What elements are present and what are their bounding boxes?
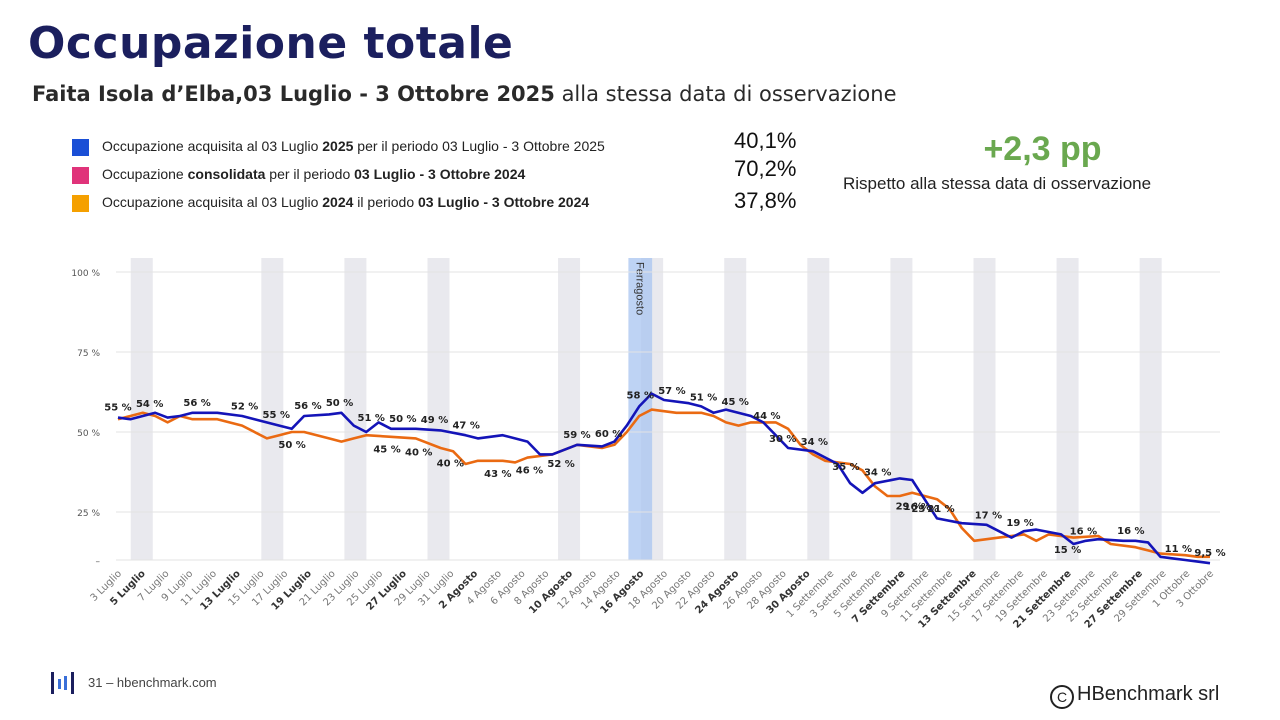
- hbenchmark-logo-icon: [51, 672, 74, 694]
- data-label: 47 %: [452, 420, 479, 431]
- data-label: 50 %: [278, 440, 305, 451]
- data-label: 19 %: [1006, 518, 1033, 529]
- data-label: 52 %: [231, 402, 258, 413]
- weekend-band: [427, 258, 450, 560]
- data-label: 56 %: [183, 398, 210, 409]
- ferragosto-band: [628, 258, 653, 560]
- data-label: 52 %: [547, 459, 574, 470]
- data-label: 50 %: [389, 414, 416, 425]
- data-label: 45 %: [373, 445, 400, 456]
- data-label: 57 %: [658, 386, 685, 397]
- data-label: 49 %: [421, 415, 448, 426]
- data-label: 16 %: [1117, 526, 1144, 537]
- data-label: 56 %: [294, 401, 321, 412]
- legend-swatch: [72, 139, 89, 156]
- legend-label: Occupazione acquisita al 03 Luglio 2025 …: [102, 138, 605, 154]
- data-label: 59 %: [563, 430, 590, 441]
- data-label: 15 %: [1054, 545, 1081, 556]
- footer-page-text: 31 – hbenchmark.com: [88, 675, 217, 690]
- y-tick-label: 50 %: [77, 429, 100, 439]
- copyright-text: HBenchmark srl: [1077, 683, 1220, 705]
- weekend-band: [973, 258, 996, 560]
- data-label: 51 %: [690, 393, 717, 404]
- legend-value: 70,2%: [734, 156, 797, 181]
- copyright: C HBenchmark srl: [1050, 683, 1219, 709]
- data-label: 54 %: [136, 399, 163, 410]
- y-tick-label: 25 %: [77, 509, 100, 519]
- y-tick-label: 100 %: [71, 269, 100, 279]
- data-label: 55 %: [263, 410, 290, 421]
- data-label: 51 %: [358, 413, 385, 424]
- weekend-band: [558, 258, 581, 560]
- data-label: 34 %: [801, 437, 828, 448]
- series-line-2024: [117, 408, 1210, 559]
- legend-swatch: [72, 195, 89, 212]
- legend-item: Occupazione acquisita al 03 Luglio 2025 …: [72, 136, 732, 158]
- delta-value: +2,3 pp: [983, 130, 1102, 168]
- weekend-band: [807, 258, 830, 560]
- weekend-band: [344, 258, 367, 560]
- data-label: 40 %: [437, 459, 464, 470]
- page-subtitle: Faita Isola d’Elba,03 Luglio - 3 Ottobre…: [32, 82, 897, 106]
- data-label: 55 %: [104, 403, 131, 414]
- y-tick-label: –: [96, 557, 101, 567]
- data-label: 50 %: [326, 398, 353, 409]
- legend-swatch: [72, 167, 89, 184]
- data-label: 45 %: [722, 397, 749, 408]
- weekend-band: [724, 258, 747, 560]
- delta-note: Rispetto alla stessa data di osservazion…: [843, 174, 1152, 193]
- data-label: 17 %: [975, 511, 1002, 522]
- legend-item: Occupazione acquisita al 03 Luglio 2024 …: [72, 192, 732, 214]
- weekend-band: [890, 258, 913, 560]
- data-label: 21 %: [927, 504, 954, 515]
- data-label: 44 %: [753, 411, 780, 422]
- data-label: 60 %: [595, 429, 622, 440]
- data-label: 35 %: [832, 462, 859, 473]
- data-label: 58 %: [627, 390, 654, 401]
- copyright-icon: C: [1050, 685, 1074, 709]
- weekend-band: [1139, 258, 1162, 560]
- weekend-band: [1056, 258, 1079, 560]
- subtitle-rest: alla stessa data di osservazione: [554, 82, 897, 106]
- data-label: 9,5 %: [1194, 548, 1225, 559]
- page-title: Occupazione totale: [28, 18, 514, 69]
- legend-value: 37,8%: [734, 188, 797, 213]
- data-label: 23 %: [911, 504, 938, 515]
- legend-label: Occupazione acquisita al 03 Luglio 2024 …: [102, 194, 590, 210]
- legend-label: Occupazione consolidata per il periodo 0…: [102, 166, 526, 182]
- data-label: 34 %: [864, 468, 891, 479]
- legend-item: Occupazione consolidata per il periodo 0…: [72, 164, 732, 186]
- data-label: 46 %: [516, 465, 543, 476]
- legend-value: 40,1%: [734, 128, 797, 153]
- weekend-band: [130, 258, 153, 560]
- series-line-2025: [117, 392, 1211, 565]
- data-label: 43 %: [484, 469, 511, 480]
- y-tick-label: 75 %: [77, 349, 100, 359]
- subtitle-bold: Faita Isola d’Elba,03 Luglio - 3 Ottobre…: [32, 82, 555, 106]
- data-label: 30 %: [769, 434, 796, 445]
- data-label: 40 %: [405, 448, 432, 459]
- data-label: 16 %: [904, 502, 931, 513]
- data-label: 29 %: [896, 502, 923, 513]
- weekend-band: [261, 258, 284, 560]
- data-label: 16 %: [1070, 526, 1097, 537]
- data-label: 11 %: [1165, 544, 1192, 555]
- ferragosto-label: Ferragosto: [633, 262, 645, 315]
